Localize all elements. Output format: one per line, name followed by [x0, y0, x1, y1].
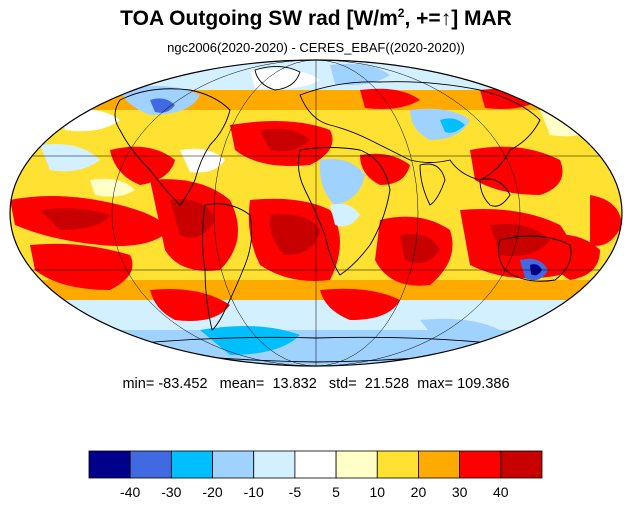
colorbar-tick-label: -30 [161, 484, 182, 500]
plot-subtitle: ngc2006(2020-2020) - CERES_EBAF((2020-20… [167, 40, 465, 55]
colorbar-tick-label: 20 [410, 484, 427, 500]
colorbar-swatch [129, 450, 172, 479]
colorbar-swatch [459, 450, 502, 479]
colorbar-tick-label: 10 [369, 484, 386, 500]
colorbar-swatch [376, 450, 419, 479]
colorbar-swatch [500, 450, 543, 479]
colorbar-tick-label: 5 [332, 484, 340, 500]
colorbar-swatch [418, 450, 461, 479]
colorbar-tick-label: -10 [243, 484, 264, 500]
colorbar-tick-label: 30 [451, 484, 468, 500]
colorbar-swatch [335, 450, 378, 479]
colorbar-tick-label: -20 [202, 484, 223, 500]
colorbar-swatch [253, 450, 296, 479]
colorbar-swatch [212, 450, 255, 479]
plot-title: TOA Outgoing SW rad [W/m2, +=↑] MAR [120, 6, 512, 30]
colorbar-tick-label: -5 [288, 484, 302, 500]
colorbar-swatch [170, 450, 213, 479]
colorbar-swatch [294, 450, 337, 479]
colorbar-tick-label: 40 [493, 484, 509, 500]
colorbar-tick-label: -40 [120, 484, 141, 500]
statistics-line: min= -83.452 mean= 13.832 std= 21.528 ma… [122, 376, 510, 392]
colorbar-swatch [88, 450, 131, 479]
globe-outline [9, 59, 623, 367]
